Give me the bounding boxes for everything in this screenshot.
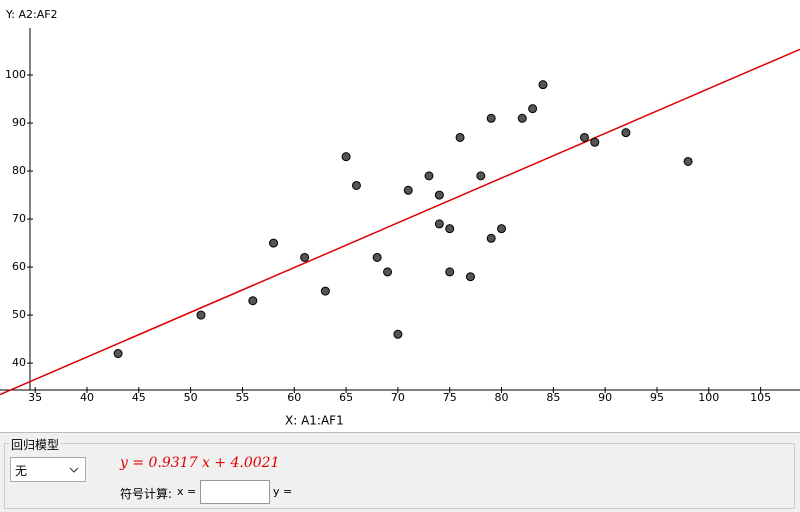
data-point	[486, 233, 496, 243]
data-point	[383, 267, 393, 277]
x-tick-label: 100	[698, 391, 719, 404]
x-tick-label: 105	[750, 391, 771, 404]
chart: Y: A2:AF2 X: A1:AF1 35 40 45 50 55 60 65 70 75 80…	[0, 8, 800, 428]
y-tick-label: 80	[12, 164, 26, 177]
y-tick-label: 100	[5, 68, 26, 81]
regression-panel: 回归模型 无 y = 0.9317 x + 4.0021 符号计算: x = y…	[0, 432, 800, 512]
data-point	[403, 185, 413, 195]
regression-equation: y = 0.9317 x + 4.0021	[120, 455, 280, 471]
y-field-label: y =	[273, 485, 293, 498]
data-point	[579, 132, 589, 142]
group-box	[4, 443, 795, 509]
data-point	[320, 286, 330, 296]
data-point	[393, 329, 403, 339]
x-tick-label: 35	[28, 391, 42, 404]
x-tick-label: 75	[443, 391, 457, 404]
x-tick-label: 55	[235, 391, 249, 404]
x-tick-label: 40	[80, 391, 94, 404]
model-dropdown[interactable]: 无	[10, 457, 86, 482]
dropdown-arrow	[69, 467, 79, 473]
data-point	[538, 80, 548, 90]
regression-line	[0, 48, 800, 396]
x-tick-label: 45	[132, 391, 146, 404]
x-axis-label: X: A1:AF1	[285, 414, 344, 428]
y-tick-label: 70	[12, 212, 26, 225]
data-point	[528, 104, 538, 114]
x-field-label: x =	[177, 485, 197, 498]
x-tick-label: 70	[391, 391, 405, 404]
y-tick-label: 50	[12, 308, 26, 321]
group-title: 回归模型	[9, 436, 62, 453]
data-point	[445, 224, 455, 234]
data-point	[621, 128, 631, 138]
data-point	[372, 252, 382, 262]
y-tick-label: 90	[12, 116, 26, 129]
x-tick-label: 95	[650, 391, 664, 404]
data-point	[455, 132, 465, 142]
data-point	[269, 238, 279, 248]
data-point	[300, 252, 310, 262]
x-tick-label: 85	[546, 391, 560, 404]
data-point	[341, 152, 351, 162]
data-point	[424, 171, 434, 181]
x-tick-label: 60	[287, 391, 301, 404]
data-point	[486, 113, 496, 123]
y-axis-label: Y: A2:AF2	[5, 8, 58, 21]
data-point	[445, 267, 455, 277]
symbolic-label: 符号计算:	[120, 487, 173, 501]
x-tick-label: 50	[184, 391, 198, 404]
data-point	[434, 219, 444, 229]
dropdown-value: 无	[15, 464, 28, 478]
x-tick-label: 65	[339, 391, 353, 404]
data-point	[517, 113, 527, 123]
data-point	[465, 272, 475, 282]
data-point	[196, 310, 206, 320]
x-input[interactable]	[200, 480, 270, 504]
data-point	[434, 190, 444, 200]
data-point	[683, 156, 693, 166]
data-point	[590, 137, 600, 147]
data-point	[248, 296, 258, 306]
data-point	[476, 171, 486, 181]
y-tick-label: 60	[12, 260, 26, 273]
x-tick-label: 80	[495, 391, 509, 404]
data-point	[497, 224, 507, 234]
data-point	[113, 349, 123, 359]
data-point	[351, 180, 361, 190]
x-tick-label: 90	[598, 391, 612, 404]
y-tick-label: 40	[12, 356, 26, 369]
